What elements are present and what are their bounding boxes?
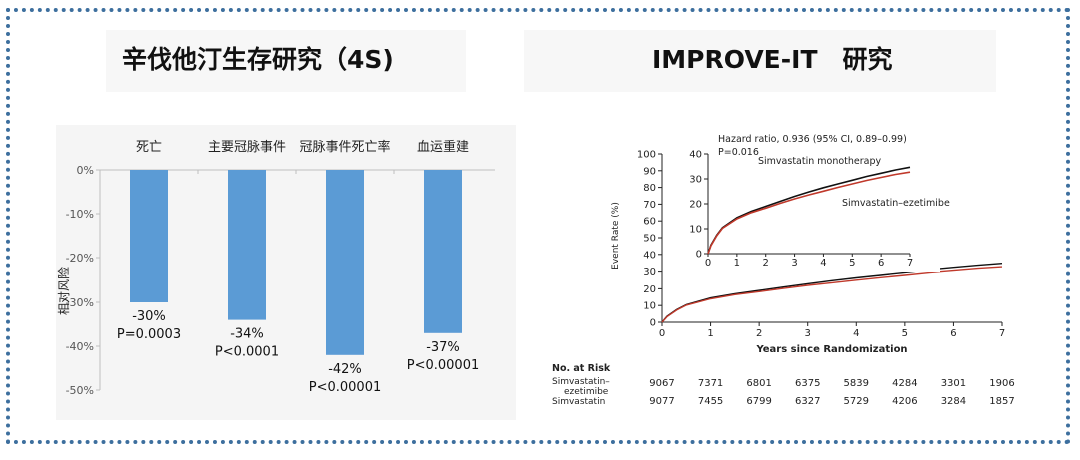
bar-value-label: -42%: [328, 362, 362, 377]
bar-category-label: 主要冠脉事件: [208, 140, 286, 155]
risk-value: 7455: [698, 396, 723, 407]
bar-3: [326, 170, 364, 355]
ezetimibe-series-label: Simvastatin–ezetimibe: [842, 198, 950, 209]
km-inset-x-tick-label: 5: [849, 258, 855, 269]
bar-y-tick-label: -50%: [66, 384, 94, 397]
km-y-tick-label: 0: [650, 318, 656, 329]
hazard-ratio-text: Hazard ratio, 0.936 (95% CI, 0.89–0.99): [718, 134, 907, 145]
bar-chart: 0% -10% -20% -30% -40% -50% 死亡 -30% P=0.0003 主要冠脉…: [56, 125, 516, 420]
mono-series-label: Simvastatin monotherapy: [758, 156, 882, 167]
km-inset-y-tick-label: 30: [689, 175, 702, 186]
km-inset-x-tick-label: 0: [705, 258, 711, 269]
right-chart-title: IMPROVE-IT 研究: [652, 45, 893, 74]
km-ylabel: Event Rate (%): [611, 202, 621, 270]
left-title-box: [106, 30, 466, 92]
bar-y-tick-label: -30%: [66, 296, 94, 309]
bar-value-label: -34%: [230, 327, 264, 342]
p-value-text: P=0.016: [718, 147, 759, 158]
km-y-tick-label: 20: [643, 284, 656, 295]
km-inset-y-tick-label: 20: [689, 200, 702, 211]
bar-p-value-label: P=0.0003: [117, 327, 181, 342]
km-x-tick-label: 6: [950, 328, 956, 339]
km-x-tick-label: 0: [659, 328, 665, 339]
risk-value: 9067: [649, 378, 674, 389]
km-inset-y-tick-label: 10: [689, 225, 702, 236]
km-x-tick-label: 2: [756, 328, 762, 339]
right-title-box: [524, 30, 996, 92]
bar-y-tick-label: -40%: [66, 340, 94, 353]
km-inset-x-tick-label: 2: [763, 258, 769, 269]
km-inset-x-tick-label: 6: [878, 258, 884, 269]
risk-row-label: Simvastatin–: [552, 377, 610, 387]
risk-row-label: ezetimibe: [564, 387, 609, 397]
risk-table-header: No. at Risk: [552, 363, 611, 374]
bar-chart-ylabel: 相对风险: [56, 267, 71, 315]
dotted-frame: [6, 8, 1070, 444]
km-inset-y-tick-label: 0: [696, 250, 702, 261]
km-y-tick-label: 70: [643, 200, 656, 211]
bar-2: [228, 170, 266, 320]
bar-category-label: 血运重建: [417, 139, 469, 155]
risk-value: 5839: [844, 378, 869, 389]
km-x-tick-label: 4: [853, 328, 859, 339]
risk-value: 6327: [795, 396, 820, 407]
km-y-tick-label: 50: [643, 234, 656, 245]
risk-value: 6375: [795, 378, 820, 389]
km-inset-series-ezetimibe: [707, 171, 911, 255]
km-inset-x-tick-label: 1: [734, 258, 740, 269]
km-y-tick-label: 60: [643, 217, 656, 228]
bar-y-tick-label: -10%: [66, 208, 94, 221]
risk-value: 4206: [892, 396, 917, 407]
km-y-tick-label: 10: [643, 301, 656, 312]
bar-p-value-label: P<0.0001: [215, 345, 279, 360]
risk-value: 6799: [746, 396, 771, 407]
km-y-tick-label: 90: [643, 166, 656, 177]
risk-value: 3284: [941, 396, 966, 407]
bar-p-value-label: P<0.00001: [309, 380, 382, 395]
km-inset-x-tick-label: 7: [907, 258, 913, 269]
bar-y-tick-label: 0%: [77, 164, 94, 177]
risk-value: 4284: [892, 378, 917, 389]
km-inset-x-tick-label: 4: [820, 258, 826, 269]
risk-value: 3301: [941, 378, 966, 389]
risk-value: 1857: [989, 396, 1014, 407]
km-y-tick-label: 100: [637, 150, 656, 161]
km-x-tick-label: 7: [999, 328, 1005, 339]
km-inset-x-tick-label: 3: [791, 258, 797, 269]
risk-value: 9077: [649, 396, 674, 407]
risk-value: 6801: [746, 378, 771, 389]
bar-y-tick-label: -20%: [66, 252, 94, 265]
bar-p-value-label: P<0.00001: [407, 358, 480, 373]
km-y-tick-label: 80: [643, 183, 656, 194]
bar-value-label: -37%: [426, 340, 460, 355]
risk-value: 5729: [844, 396, 869, 407]
risk-value: 7371: [698, 378, 723, 389]
left-chart-title: 辛伐他汀生存研究（4S): [122, 45, 394, 74]
risk-row-label: Simvastatin: [552, 397, 605, 407]
km-xlabel: Years since Randomization: [755, 344, 907, 355]
risk-value: 1906: [989, 378, 1014, 389]
bar-category-label: 死亡: [136, 140, 162, 155]
km-x-tick-label: 5: [902, 328, 908, 339]
km-y-tick-label: 40: [643, 250, 656, 261]
bar-4: [424, 170, 462, 333]
km-x-tick-label: 3: [805, 328, 811, 339]
bar-value-label: -30%: [132, 309, 166, 324]
bar-category-label: 冠脉事件死亡率: [299, 139, 390, 155]
bar-1: [130, 170, 168, 302]
km-y-tick-label: 30: [643, 267, 656, 278]
risk-table: No. at Risk Simvastatin– ezetimibe Simva…: [552, 363, 1015, 407]
km-inset-y-tick-label: 40: [689, 150, 702, 161]
km-x-tick-label: 1: [707, 328, 713, 339]
